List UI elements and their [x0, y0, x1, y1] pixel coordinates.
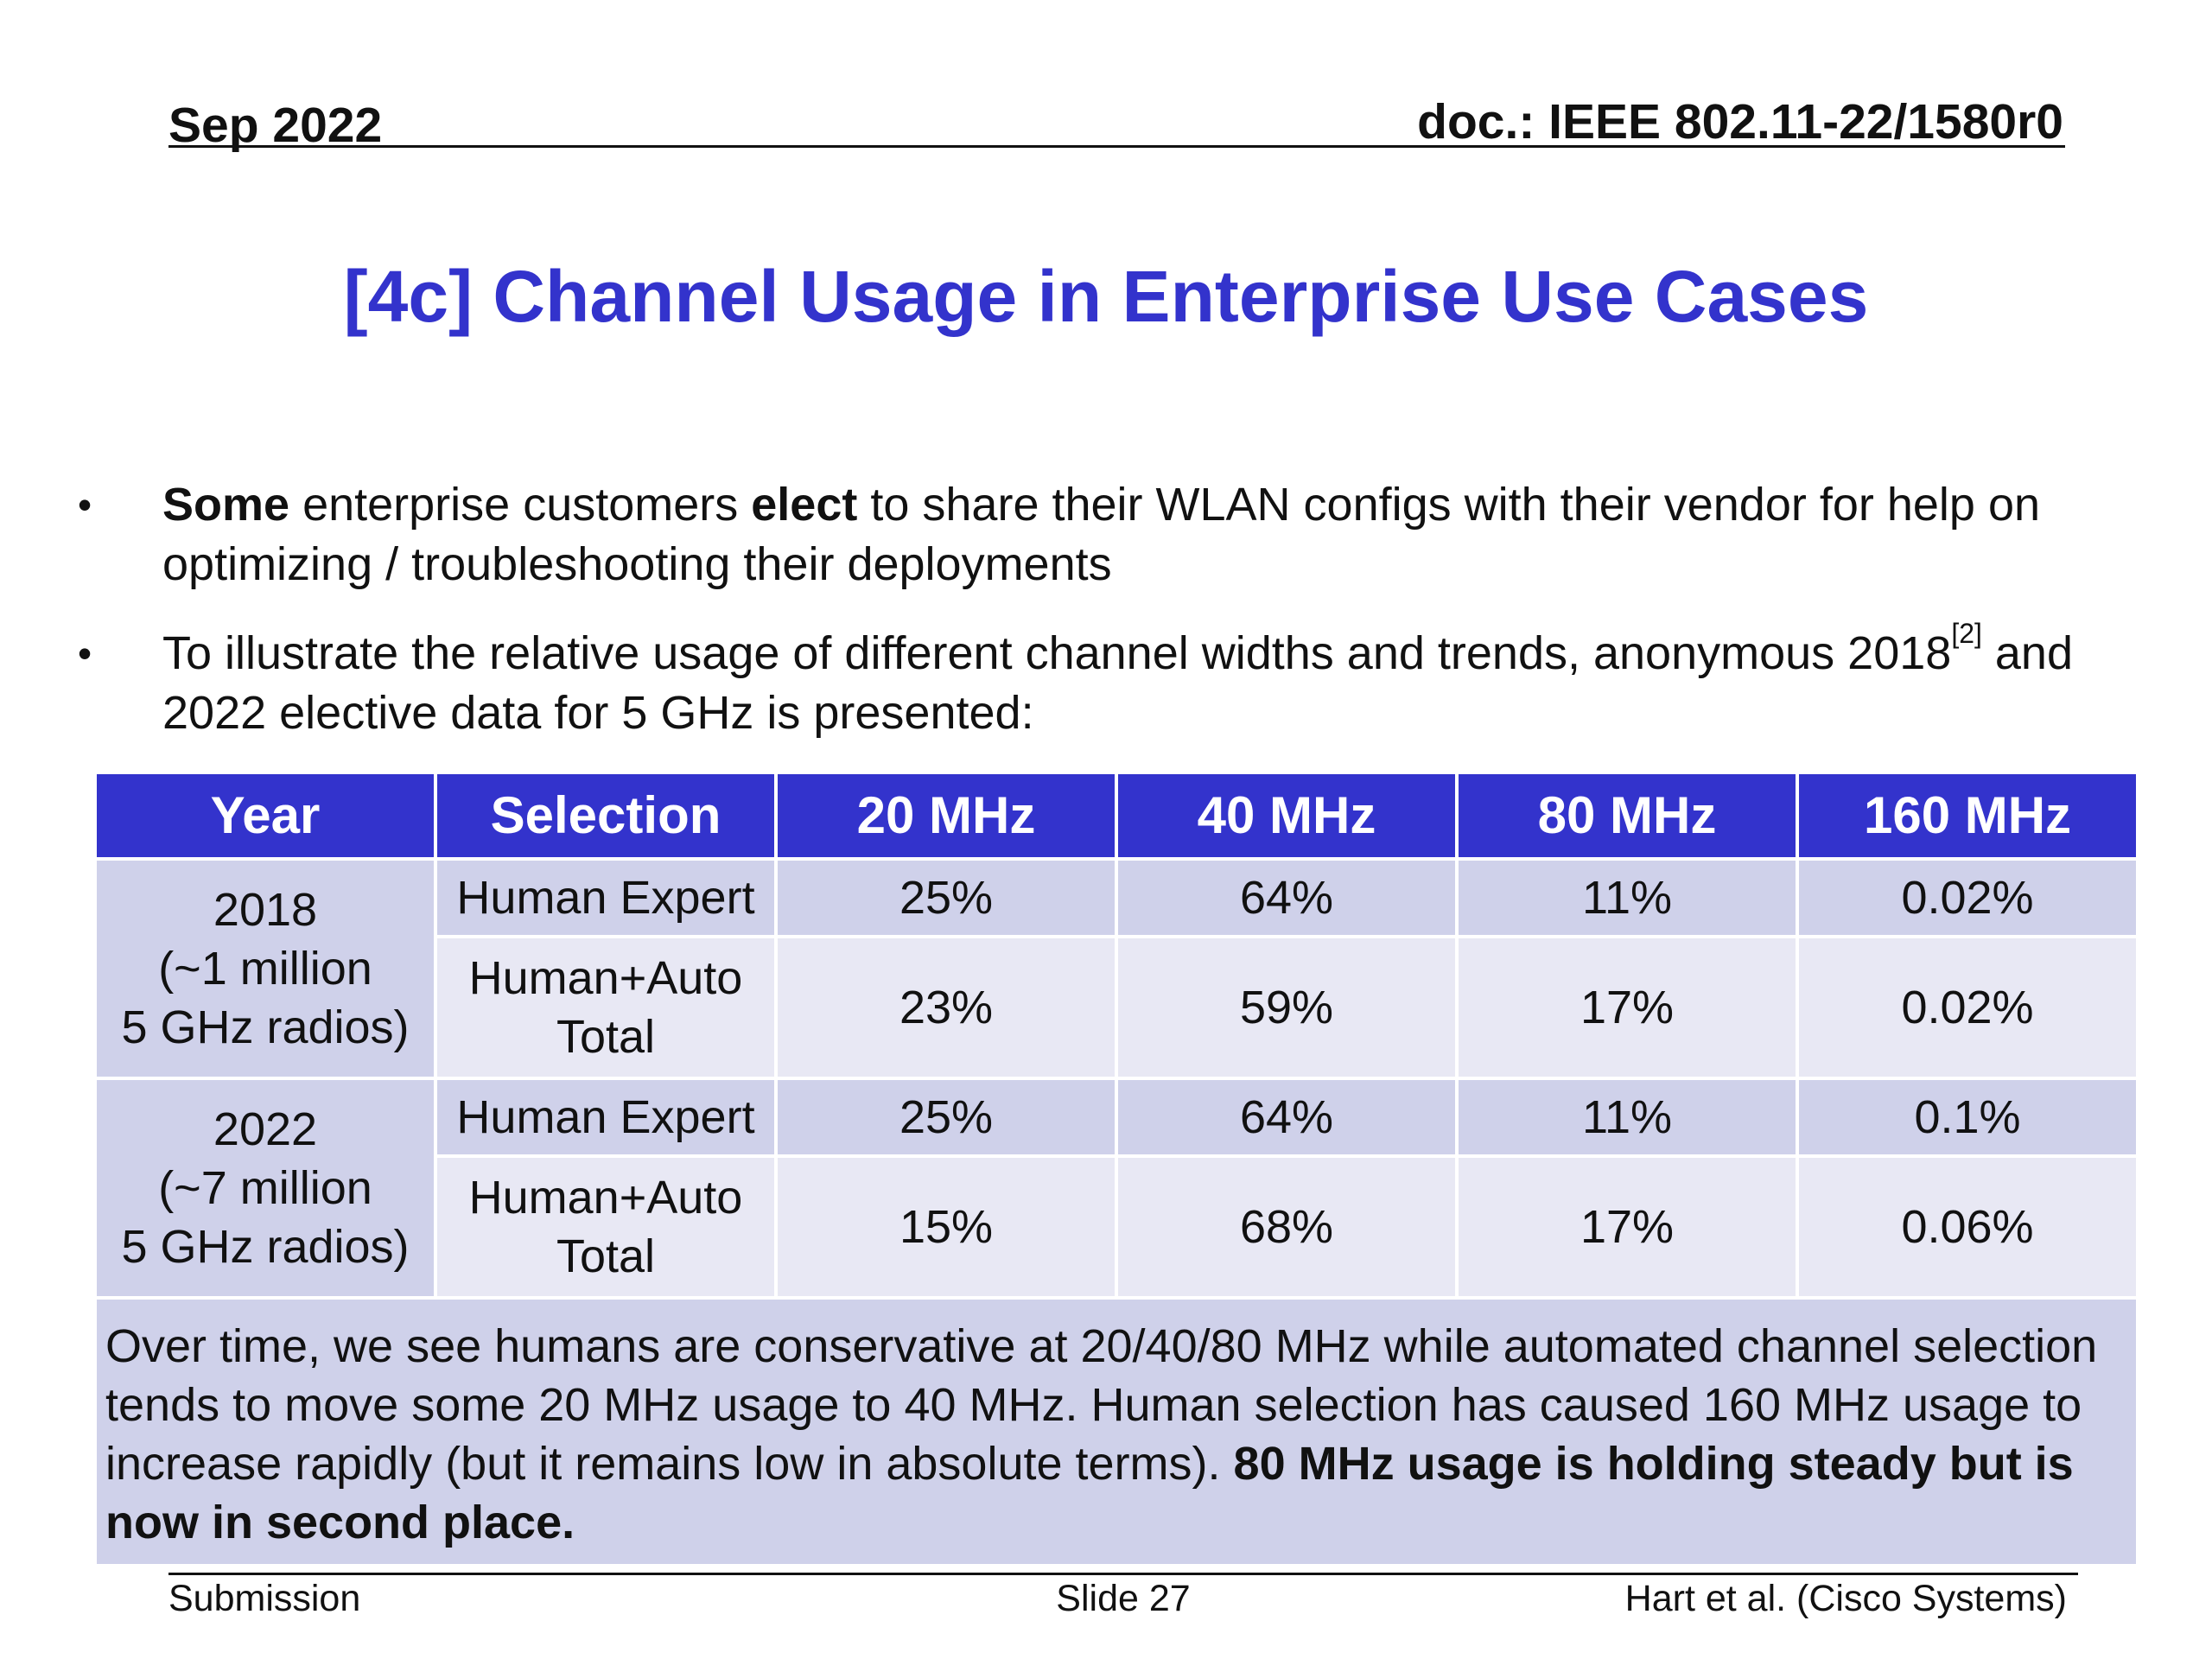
- table-header-row: Year Selection 20 MHz 40 MHz 80 MHz 160 …: [93, 771, 2139, 861]
- footer-submission: Submission: [168, 1578, 361, 1619]
- bullet-text: to share their WLAN configs with their v…: [162, 479, 2041, 590]
- column-header: 80 MHz: [1455, 771, 1799, 861]
- table-row: 2022 (~7 million 5 GHz radios) Human Exp…: [93, 1077, 2139, 1300]
- bullet-bold: Some: [162, 479, 290, 531]
- value-cell: 64%: [1115, 1077, 1459, 1158]
- slide-title: [4c] Channel Usage in Enterprise Use Cas…: [343, 256, 1869, 337]
- bullet-dot-icon: •: [78, 482, 92, 527]
- bullet-text: and 2022 elective data for 5 GHz is pres…: [162, 627, 2073, 739]
- bullet-item: • To illustrate the relative usage of di…: [76, 620, 2150, 743]
- bullet-text: enterprise customers: [289, 479, 752, 531]
- value-cell: 25%: [774, 1077, 1118, 1158]
- summary-note: Over time, we see humans are conservativ…: [93, 1296, 2139, 1567]
- value-cell: 11%: [1455, 1077, 1799, 1158]
- footer-slide-number: Slide 27: [1056, 1578, 1191, 1619]
- selection-cell: Human Expert: [434, 1077, 778, 1158]
- column-header: 160 MHz: [1796, 771, 2139, 861]
- footer-authors: Hart et al. (Cisco Systems): [1624, 1578, 2067, 1619]
- table-note-row: Over time, we see humans are conservativ…: [93, 1296, 2139, 1567]
- value-cell: 68%: [1115, 1154, 1459, 1300]
- selection-cell: Human+Auto Total: [434, 935, 778, 1080]
- column-header: 20 MHz: [774, 771, 1118, 861]
- header-divider: [168, 145, 2065, 148]
- selection-cell: Human+Auto Total: [434, 1154, 778, 1300]
- year-cell: 2018 (~1 million 5 GHz radios): [93, 857, 437, 1080]
- value-cell: 23%: [774, 935, 1118, 1080]
- value-cell: 64%: [1115, 857, 1459, 938]
- value-cell: 11%: [1455, 857, 1799, 938]
- bullet-item: • Some enterprise customers elect to sha…: [76, 475, 2150, 594]
- bullet-bold: elect: [751, 479, 858, 531]
- table-row: Human+Auto Total 15% 68% 17% 0.06%: [95, 1154, 2139, 1300]
- table-row: 2018 (~1 million 5 GHz radios) Human Exp…: [93, 857, 2139, 1080]
- value-cell: 0.02%: [1796, 935, 2139, 1080]
- value-cell: 0.06%: [1796, 1154, 2139, 1300]
- column-header: Year: [93, 771, 437, 861]
- value-cell: 17%: [1455, 935, 1799, 1080]
- value-cell: 59%: [1115, 935, 1459, 1080]
- table-row: Human+Auto Total 23% 59% 17% 0.02%: [95, 935, 2139, 1080]
- value-cell: 15%: [774, 1154, 1118, 1300]
- bullet-list: • Some enterprise customers elect to sha…: [76, 475, 2150, 743]
- column-header: Selection: [434, 771, 778, 861]
- bullet-dot-icon: •: [78, 631, 92, 676]
- header-doc-id: doc.: IEEE 802.11-22/1580r0: [1417, 94, 2063, 149]
- value-cell: 0.1%: [1796, 1077, 2139, 1158]
- value-cell: 17%: [1455, 1154, 1799, 1300]
- value-cell: 0.02%: [1796, 857, 2139, 938]
- footer-divider: [168, 1573, 2078, 1575]
- channel-usage-table: Year Selection 20 MHz 40 MHz 80 MHz 160 …: [93, 771, 2139, 1567]
- selection-cell: Human Expert: [434, 857, 778, 938]
- value-cell: 25%: [774, 857, 1118, 938]
- column-header: 40 MHz: [1115, 771, 1459, 861]
- header-date: Sep 2022: [168, 98, 383, 153]
- year-cell: 2022 (~7 million 5 GHz radios): [93, 1077, 437, 1300]
- citation-ref: [2]: [1951, 618, 1982, 649]
- bullet-text: To illustrate the relative usage of diff…: [162, 627, 1952, 679]
